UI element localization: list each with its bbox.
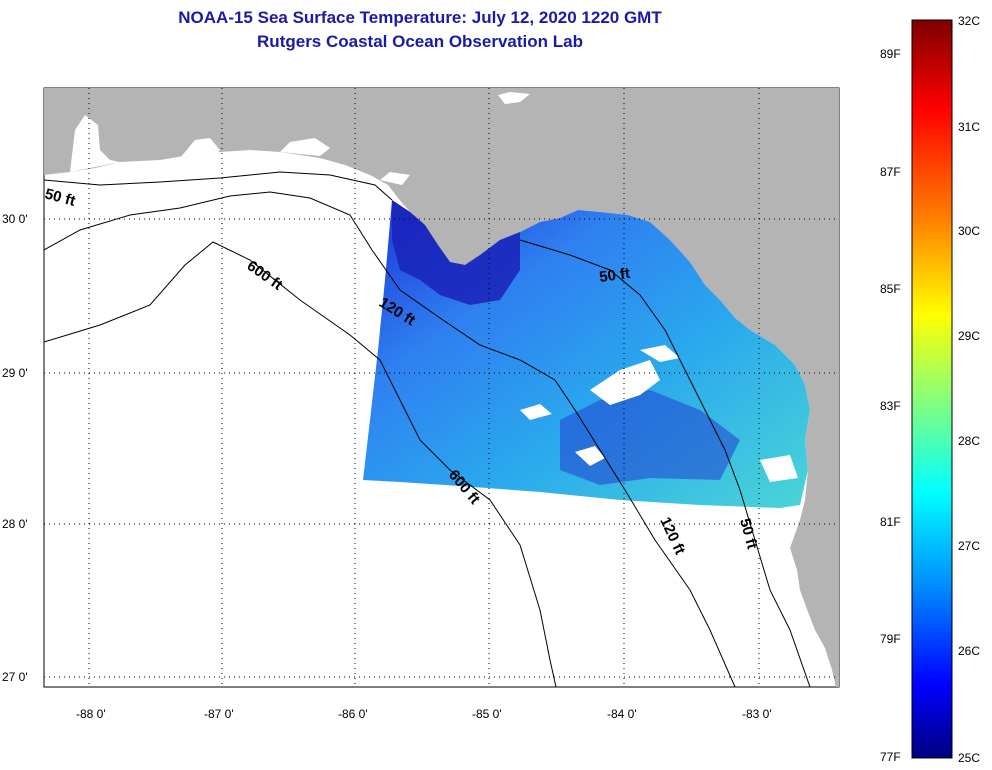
lon-label-83: -83 0' [742, 707, 772, 721]
cb-f-77: 77F [880, 750, 901, 764]
cool-patch-south [560, 390, 740, 485]
st-andrews-bay [380, 172, 410, 185]
colorbar-fahrenheit-labels: 89F 87F 85F 83F 81F 79F 77F [880, 47, 901, 764]
contour-120ft [44, 191, 736, 687]
lat-label-29: 29 0' [2, 366, 28, 380]
lon-label-88: -88 0' [76, 707, 106, 721]
cold-upwelling-patch [392, 200, 520, 305]
cb-c-31: 31C [958, 120, 980, 134]
lat-label-30: 30 0' [2, 212, 28, 226]
cb-c-32: 32C [958, 14, 980, 28]
colorbar-celsius-labels: 32C 31C 30C 29C 28C 27C 26C 25C [958, 14, 980, 765]
lon-label-86: -86 0' [338, 707, 368, 721]
cb-f-85: 85F [880, 282, 901, 296]
latitude-axis: 30 0' 29 0' 28 0' 27 0' [2, 212, 28, 684]
lon-label-87: -87 0' [204, 707, 234, 721]
cloud-gap-1 [590, 360, 660, 405]
contour-label-50ft-east: 50 ft [598, 265, 631, 286]
cb-f-83: 83F [880, 399, 901, 413]
inland-lake [498, 92, 530, 104]
cb-c-28: 28C [958, 434, 980, 448]
cb-f-81: 81F [880, 515, 901, 529]
cloud-gap-5 [760, 455, 798, 482]
cloud-gap-3 [575, 446, 605, 466]
contour-50ft-west [44, 171, 393, 201]
chart-subtitle: Rutgers Coastal Ocean Observation Lab [257, 32, 583, 51]
contour-50ft-east [519, 239, 811, 687]
mobile-bay [70, 115, 120, 172]
cb-c-30: 30C [958, 224, 980, 238]
longitude-axis: -88 0' -87 0' -86 0' -85 0' -84 0' -83 0… [76, 707, 772, 721]
chart-title: NOAA-15 Sea Surface Temperature: July 12… [178, 8, 662, 27]
contour-600ft [44, 241, 557, 687]
pensacola-bay [180, 138, 220, 158]
cb-c-27: 27C [958, 539, 980, 553]
cb-c-26: 26C [958, 644, 980, 658]
lat-label-28: 28 0' [2, 517, 28, 531]
cb-f-87: 87F [880, 165, 901, 179]
cb-f-79: 79F [880, 632, 901, 646]
choctawhatchee-bay [280, 138, 330, 156]
cb-f-89: 89F [880, 47, 901, 61]
cloud-gap-2 [640, 345, 680, 362]
cb-c-29: 29C [958, 329, 980, 343]
land-mass [44, 88, 839, 687]
colorbar [911, 19, 953, 759]
lat-label-27: 27 0' [2, 670, 28, 684]
cloud-gap-4 [520, 404, 552, 420]
lon-label-84: -84 0' [607, 707, 637, 721]
lon-label-85: -85 0' [472, 707, 502, 721]
cb-c-25: 25C [958, 751, 980, 765]
